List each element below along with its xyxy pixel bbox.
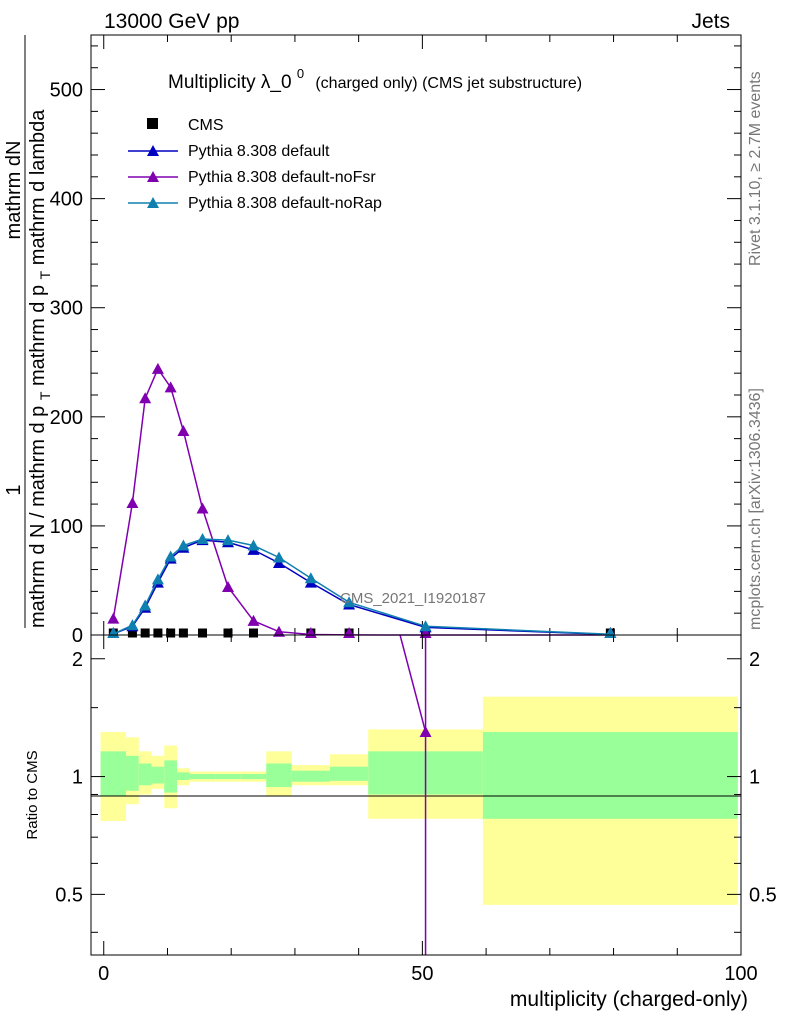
header-right-label: Jets [691,10,730,33]
ratio-series-group [399,634,432,955]
data-point-norap [272,551,285,563]
ratio-ytick-label: 2 [72,649,83,671]
plot-title-suffix: (charged only) (CMS jet substructure) [315,75,582,92]
ratio-band-inner [291,770,330,782]
data-point-nofsr [107,612,120,624]
data-point-norap [419,620,432,632]
main-ytick-label: 100 [50,516,83,538]
ratio-band-inner [151,766,165,784]
ratio-band-inner [329,766,369,781]
legend-label-default: Pythia 8.308 default [188,143,330,160]
ratio-point-nofsr [419,725,432,737]
data-point-norap [151,573,164,585]
ratio-band-inner [266,763,292,788]
main-plot: 0 100 200 300 400 500 CMS_2021_I1920187 Multi… [3,34,742,647]
ratio-series-line-nofsr [399,634,427,733]
ylabel-denominator-tail: mathrm d lambda [27,109,49,265]
ratio-plot: 0.5 0.5 1 1 2 2 0 50 100 Ratio to CMS multiplici… [24,634,777,1011]
data-point-norap [164,550,177,562]
legend-marker-norap [147,197,159,208]
ratio-band-inner [100,751,127,797]
ratio-xlabel: multiplicity (charged-only) [510,988,748,1011]
ratio-ytick-label-right: 2 [749,649,760,671]
legend-marker-default [147,145,159,156]
plot-title-superscript: 0 [297,66,304,81]
main-ytick-label: 200 [50,407,83,429]
rivet-version-label: Rivet 3.1.10, ≥ 2.7M events [747,71,764,266]
ratio-band-inner [215,774,241,780]
main-ytick-label: 300 [50,298,83,320]
ylabel-numerator-dn: mathrm dN [3,141,25,240]
header-left-label: 13000 GeV pp [104,10,239,33]
ratio-ytick-label: 1 [72,767,83,789]
ylabel-denominator-mid: mathrm d p [27,285,49,386]
mcplots-label: mcplots.cern.ch [arXiv:1306.3436] [747,388,764,630]
ylabel-denominator-main: mathrm d N / mathrm d p [27,406,49,628]
series-line-norap [112,538,611,636]
ratio-ylabel: Ratio to CMS [24,750,41,839]
data-point-nofsr [222,581,235,592]
data-point-cms [127,628,137,638]
data-point-norap [304,572,317,584]
data-point-norap [126,619,139,631]
legend-label-nofsr: Pythia 8.308 default-noFsr [188,169,376,186]
data-point-nofsr [247,614,260,626]
ratio-xtick-label: 100 [724,963,757,985]
ratio-band-inner [482,731,738,819]
data-point-cms [198,628,208,638]
data-point-cms [223,628,233,638]
legend-marker-nofsr [147,171,159,182]
ratio-band-inner [189,774,216,780]
legend-label-norap: Pythia 8.308 default-noRap [188,195,382,212]
data-point-norap [343,596,356,608]
data-point-cms [140,628,150,638]
ylabel-numerator-one: 1 [3,484,25,495]
data-point-nofsr [126,497,139,508]
data-point-cms [166,628,176,638]
main-ticks: 0 100 200 300 400 500 [50,35,742,647]
main-ytick-label: 500 [50,80,83,102]
data-point-norap [139,599,152,611]
data-point-nofsr [151,362,164,374]
main-ytick-label: 0 [72,625,83,647]
plot-title-main: Multiplicity λ_0 [168,72,292,93]
ylabel-denominator: mathrm d N / mathrm d p T mathrm d p T m… [27,109,55,628]
data-point-nofsr [164,381,177,393]
ratio-band-inner [177,772,190,780]
data-point-cms [249,628,258,638]
legend-marker-cms [147,118,158,129]
legend: CMS Pythia 8.308 default Pythia 8.308 de… [128,117,382,212]
ratio-ytick-label: 0.5 [55,884,83,906]
ratio-xtick-label: 0 [98,963,109,985]
ratio-xtick-label: 50 [411,963,433,985]
ylabel-denominator-sub1: T [37,391,53,400]
ratio-band-inner [138,763,152,786]
watermark-label: CMS_2021_I1920187 [340,590,486,607]
plot-title: Multiplicity λ_0 0 (charged only) (CMS j… [168,62,582,93]
data-point-nofsr [272,625,285,637]
ratio-band-inner [164,760,178,793]
data-point-norap [196,533,209,544]
data-point-nofsr [177,425,190,436]
data-point-cms [153,628,163,638]
data-point-norap [247,539,260,551]
data-point-norap [177,539,190,551]
ratio-ytick-label-right: 0.5 [749,884,777,906]
ylabel-denominator-sub2: T [37,270,53,279]
data-point-nofsr [196,502,209,514]
main-ylabel: 1 mathrm dN mathrm d N / mathrm d p T ma… [3,35,55,628]
data-point-nofsr [139,392,152,404]
ratio-ticks: 0.5 0.5 1 1 2 2 0 50 100 [55,635,777,985]
ratio-bands-group [100,696,738,905]
legend-label-cms: CMS [188,117,224,134]
ratio-band-inner [240,774,267,780]
data-point-norap [222,534,235,546]
series-line-default [113,539,611,636]
main-ytick-label: 400 [50,189,83,211]
ratio-band-inner [126,755,139,791]
ratio-ytick-label-right: 1 [749,767,760,789]
data-point-cms [178,628,188,638]
ratio-plot-frame [90,634,742,956]
